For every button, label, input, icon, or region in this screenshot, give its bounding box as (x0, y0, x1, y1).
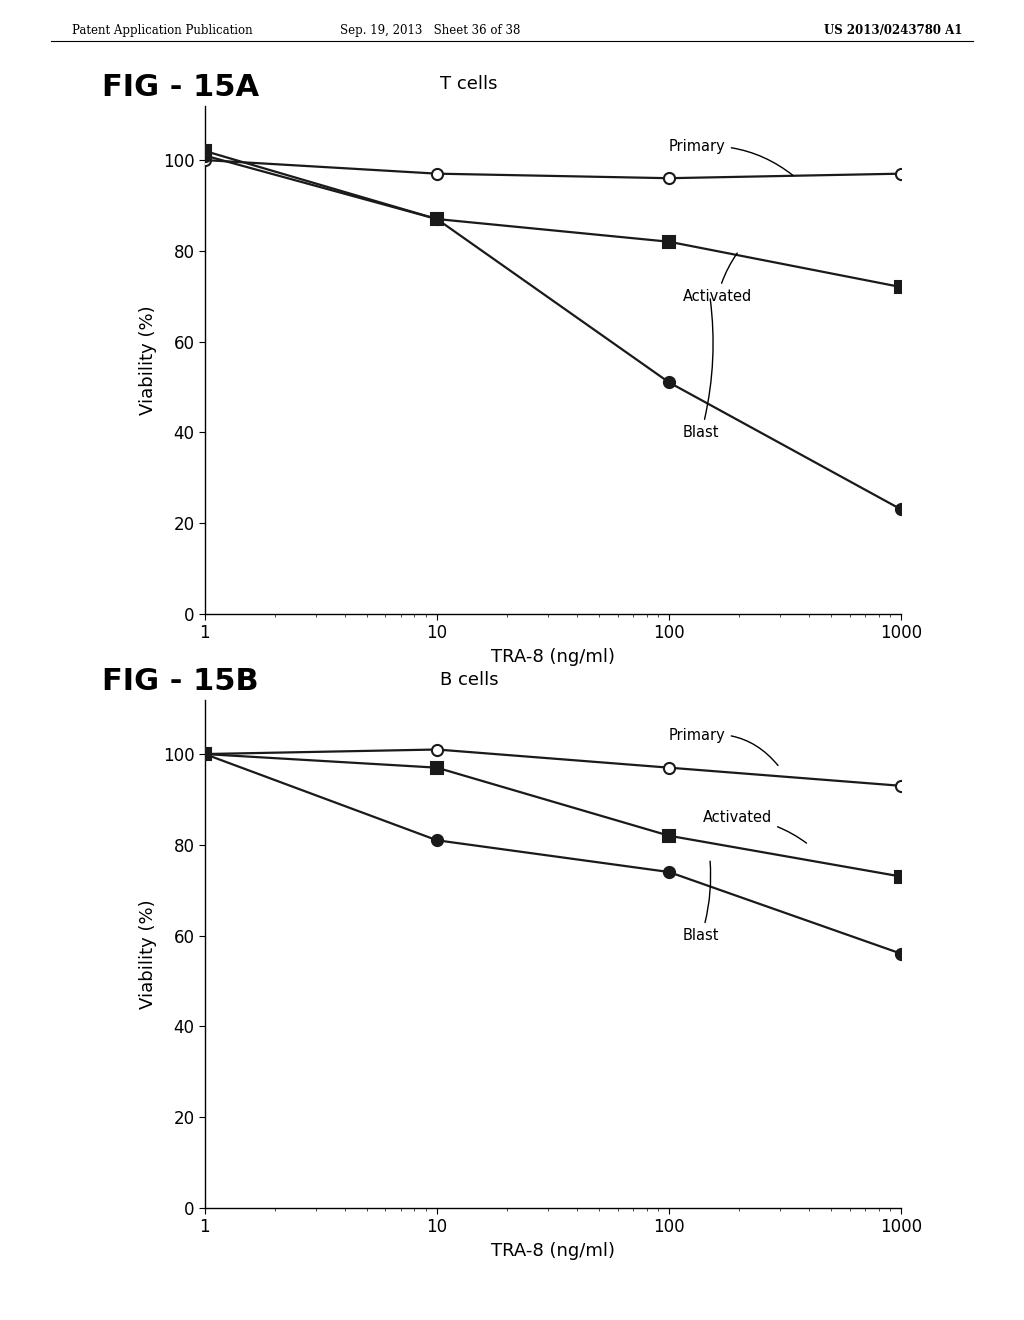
Text: Activated: Activated (683, 253, 753, 304)
Text: US 2013/0243780 A1: US 2013/0243780 A1 (824, 24, 963, 37)
Text: Sep. 19, 2013   Sheet 36 of 38: Sep. 19, 2013 Sheet 36 of 38 (340, 24, 520, 37)
Text: Blast: Blast (683, 861, 720, 942)
Y-axis label: Viability (%): Viability (%) (139, 899, 158, 1008)
Text: FIG - 15B: FIG - 15B (102, 667, 259, 696)
Text: T cells: T cells (440, 75, 498, 94)
Text: Blast: Blast (683, 298, 720, 440)
Text: Activated: Activated (702, 810, 807, 843)
Y-axis label: Viability (%): Viability (%) (139, 305, 158, 414)
Text: Patent Application Publication: Patent Application Publication (72, 24, 252, 37)
Text: Primary: Primary (669, 729, 778, 766)
X-axis label: TRA-8 (ng/ml): TRA-8 (ng/ml) (490, 648, 615, 665)
Text: FIG - 15A: FIG - 15A (102, 73, 259, 102)
X-axis label: TRA-8 (ng/ml): TRA-8 (ng/ml) (490, 1242, 615, 1259)
Text: B cells: B cells (440, 671, 499, 689)
Text: Primary: Primary (669, 139, 794, 176)
